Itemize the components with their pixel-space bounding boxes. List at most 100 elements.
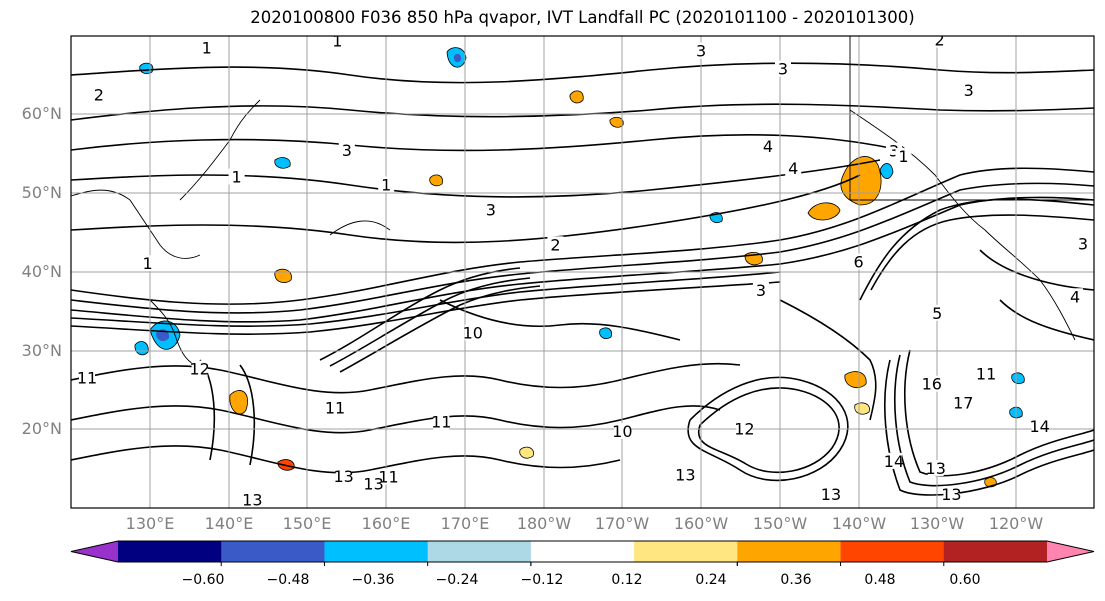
contour-label: 11 [976,364,996,383]
contour-label-bg [1031,418,1048,435]
map-title: 2020100800 F036 850 hPa qvapor, IVT Land… [250,8,915,27]
contour-label: 13 [821,485,841,504]
contour-label-bg [885,452,902,469]
contour-label-bg [1067,288,1084,305]
contour-label: 1 [898,147,908,166]
contour-label: 10 [463,324,483,343]
colorbar-segment [530,541,635,562]
colorbar-segment [943,541,1048,562]
contour-label: 4 [763,137,773,156]
colorbar-extend-max [1047,541,1094,562]
colorbar-tick: −0.48 [266,572,310,588]
colorbar-tick: 0.60 [949,572,981,588]
contour-label: 3 [778,60,788,79]
colorbar-tick: 0.12 [611,572,643,588]
contour-label: 4 [788,159,798,178]
contour-label: 16 [922,375,942,394]
contour-label: 1 [381,175,391,194]
contour-label-bg [927,459,944,476]
contour-label: 14 [884,452,904,471]
lon-label: 150°E [282,514,332,533]
moisture-contour-lines [71,62,1094,496]
contour-label-bg [978,365,995,382]
contour-label-bg [433,413,450,430]
contour-label-bg [614,422,631,439]
contour-label-bg [677,466,694,483]
colorbar-segment [427,541,532,562]
contour-label: 2 [94,86,104,105]
contour-label: 13 [333,467,353,486]
contour-label: 17 [953,394,973,413]
colorbar-tick: −0.24 [435,572,479,588]
lat-label: 50°N [21,183,62,202]
lat-label: 20°N [21,419,62,438]
contour-label-bg [139,255,156,272]
contour-label-bg [482,201,499,218]
contour-label: 13 [242,490,262,509]
contour-label: 3 [696,42,706,61]
colorbar-segment [634,541,738,562]
contour-label: 2 [935,31,945,50]
contour-label: 3 [964,81,974,100]
colorbar-tick: −0.12 [520,572,564,588]
contour-label-bg [378,176,395,193]
contour-label: 11 [378,468,398,487]
contour-label-bg [191,360,208,377]
contour-label-bg [943,485,960,502]
lon-label: 160°W [673,514,729,533]
lon-label: 120°W [988,514,1044,533]
contour-label-bg [464,324,481,341]
contour-label-bg [335,467,352,484]
lon-label: 150°W [752,514,808,533]
contour-label-bg [822,485,839,502]
lat-label: 60°N [21,104,62,123]
lon-label: 180°W [516,514,572,533]
contour-label-bg [923,375,940,392]
colorbar-extend-min [71,541,118,562]
contour-label: 1 [332,31,342,50]
contour-label-bg [329,36,346,49]
contour-label: 11 [431,412,451,431]
contour-label: 6 [853,253,863,272]
contour-label-bg [785,159,802,176]
contour-label-bg [547,236,564,253]
lon-label: 170°E [440,514,490,533]
contour-label: 13 [363,475,383,494]
colorbar-tick: 0.36 [780,572,812,588]
contour-label: 4 [1070,287,1080,306]
contour-label: 2 [550,235,560,254]
contour-label: 1 [202,38,212,57]
contour-label: 3 [756,281,766,300]
contour-label-bg [380,468,397,485]
contour-label-bg [760,137,777,154]
contour-label-bg [850,253,867,270]
contour-label-bg [228,168,245,185]
contour-label-bg [327,399,344,416]
colorbar-outline [70,540,1095,563]
colorbar-tick: 0.24 [695,572,727,588]
contour-label-bg [79,369,96,386]
colorbar-segment [118,541,222,562]
contour-label: 14 [1029,417,1049,436]
colorbar-segment [221,541,325,562]
contour-label-bg [365,475,382,492]
contour-label-bg [955,394,972,411]
contour-label: 1 [143,254,153,273]
contour-label-bg [752,281,769,298]
contour-label: 12 [734,420,754,439]
lat-label: 30°N [21,341,62,360]
contour-label-bg [90,86,107,103]
map-frame [70,35,1095,509]
contour-label: 13 [941,485,961,504]
coastlines [71,36,1094,366]
contour-label: 1 [232,168,242,187]
contour-label-bg [960,81,977,98]
contour-label: 12 [189,360,209,379]
contour-label: 5 [932,304,942,323]
contour-label-bg [1074,235,1091,252]
contour-label-bg [198,39,215,56]
contour-label-bg [244,491,261,508]
colorbar [70,540,1095,566]
contour-label-bg [693,42,710,59]
